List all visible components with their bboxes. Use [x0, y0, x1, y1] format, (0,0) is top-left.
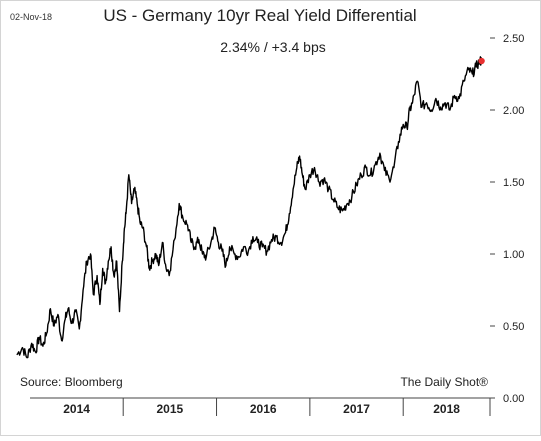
- y-tick-label: 0.50: [503, 321, 524, 333]
- x-tick-label: 2017: [343, 402, 370, 416]
- y-tick-label: 2.00: [503, 105, 524, 117]
- series-line: [16, 56, 483, 359]
- chart-subtitle: 2.34% / +3.4 bps: [220, 39, 325, 55]
- y-tick-label: 0.00: [503, 393, 524, 405]
- series-layer: [16, 56, 485, 359]
- x-tick-label: 2016: [250, 402, 277, 416]
- date-label: 02-Nov-18: [10, 12, 52, 22]
- x-axis: 2014 2015 2016 2017 2018: [30, 397, 491, 416]
- y-tick-label: 1.50: [503, 177, 524, 189]
- credit-label: The Daily Shot®: [400, 375, 488, 389]
- source-label: Source: Bloomberg: [20, 375, 123, 389]
- last-value-point: [478, 57, 485, 65]
- x-tick-label: 2014: [63, 402, 90, 416]
- x-tick-label: 2015: [157, 402, 184, 416]
- y-tick-label: 1.00: [503, 249, 524, 261]
- y-axis: 0.00 0.50 1.00 1.50 2.00 2.50: [490, 33, 524, 405]
- x-tick-label: 2018: [433, 402, 460, 416]
- y-tick-label: 2.50: [503, 33, 524, 45]
- chart-title: US - Germany 10yr Real Yield Differentia…: [103, 6, 416, 25]
